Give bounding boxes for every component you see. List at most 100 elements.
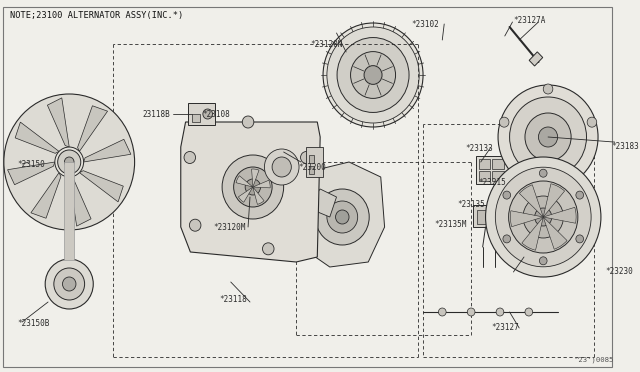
Text: *23102: *23102 [412, 19, 439, 29]
Text: *23150: *23150 [17, 160, 45, 169]
Circle shape [503, 235, 511, 243]
Text: *23127: *23127 [492, 324, 519, 333]
Bar [473, 205, 509, 227]
Circle shape [243, 116, 254, 128]
Circle shape [540, 169, 547, 177]
Text: NOTE;23100 ALTERNATOR ASSY(INC.*): NOTE;23100 ALTERNATOR ASSY(INC.*) [10, 10, 183, 19]
Bar [476, 156, 509, 184]
Circle shape [486, 157, 601, 277]
Circle shape [327, 201, 358, 233]
Text: *23120M: *23120M [214, 222, 246, 231]
Bar [192, 114, 200, 122]
Wedge shape [543, 217, 567, 249]
Circle shape [189, 219, 201, 231]
Text: *23215: *23215 [479, 177, 507, 186]
Circle shape [538, 127, 557, 147]
Wedge shape [252, 169, 259, 187]
Polygon shape [31, 173, 61, 218]
Text: *23135M: *23135M [435, 219, 467, 228]
Text: *23127A: *23127A [513, 16, 546, 25]
Circle shape [509, 181, 578, 253]
Polygon shape [298, 162, 385, 267]
Bar [477, 210, 490, 224]
Polygon shape [69, 177, 91, 226]
Bar [529, 52, 543, 66]
Circle shape [587, 117, 596, 127]
Bar [188, 103, 216, 125]
Text: 23118B: 23118B [142, 109, 170, 119]
Circle shape [438, 308, 446, 316]
Bar [479, 171, 490, 181]
Wedge shape [543, 184, 564, 217]
Bar [306, 147, 323, 177]
Circle shape [272, 157, 291, 177]
Bar [492, 210, 506, 224]
Circle shape [65, 157, 74, 167]
Text: *23118: *23118 [220, 295, 247, 305]
Circle shape [337, 38, 409, 112]
Circle shape [54, 268, 84, 300]
Circle shape [490, 182, 529, 222]
Circle shape [534, 208, 552, 226]
Circle shape [498, 190, 521, 214]
Text: *23108: *23108 [202, 109, 230, 119]
Text: *23183: *23183 [611, 141, 639, 151]
Circle shape [351, 52, 396, 99]
Polygon shape [77, 106, 108, 151]
Circle shape [576, 191, 584, 199]
Bar [492, 171, 504, 181]
Circle shape [234, 167, 272, 207]
Text: *23120N: *23120N [310, 39, 343, 48]
Circle shape [576, 235, 584, 243]
Text: *23135: *23135 [458, 199, 485, 208]
Circle shape [63, 277, 76, 291]
Wedge shape [253, 180, 270, 188]
Circle shape [525, 113, 571, 161]
Bar [308, 166, 314, 174]
Circle shape [245, 179, 260, 195]
Text: *23133: *23133 [465, 144, 493, 153]
Circle shape [222, 155, 284, 219]
Circle shape [509, 97, 586, 177]
Circle shape [264, 149, 299, 185]
Circle shape [55, 147, 84, 177]
Circle shape [467, 308, 475, 316]
Circle shape [503, 191, 511, 199]
Circle shape [496, 308, 504, 316]
Circle shape [262, 243, 274, 255]
Bar [492, 159, 504, 169]
Circle shape [523, 196, 563, 238]
Circle shape [499, 117, 509, 127]
Wedge shape [238, 187, 253, 202]
Polygon shape [84, 139, 131, 162]
Circle shape [335, 210, 349, 224]
Polygon shape [8, 162, 55, 185]
Bar [65, 162, 74, 260]
Circle shape [516, 171, 525, 181]
Polygon shape [15, 122, 59, 153]
Circle shape [4, 94, 134, 230]
Bar [308, 155, 314, 163]
Wedge shape [522, 217, 543, 250]
Circle shape [364, 65, 382, 84]
Polygon shape [47, 98, 69, 147]
Text: *23150B: *23150B [17, 320, 50, 328]
Circle shape [301, 151, 312, 163]
Wedge shape [510, 211, 543, 227]
Text: ^23’)0085: ^23’)0085 [575, 357, 614, 363]
Circle shape [45, 259, 93, 309]
Circle shape [505, 197, 515, 207]
Circle shape [495, 167, 591, 267]
Bar [479, 159, 490, 169]
Circle shape [327, 27, 419, 123]
Circle shape [316, 189, 369, 245]
Polygon shape [306, 189, 337, 217]
Circle shape [540, 257, 547, 265]
Circle shape [498, 85, 598, 189]
Circle shape [58, 150, 81, 174]
Wedge shape [520, 185, 543, 217]
Text: *23200: *23200 [298, 163, 326, 171]
Wedge shape [543, 207, 576, 223]
Circle shape [203, 109, 212, 119]
Circle shape [323, 23, 423, 127]
